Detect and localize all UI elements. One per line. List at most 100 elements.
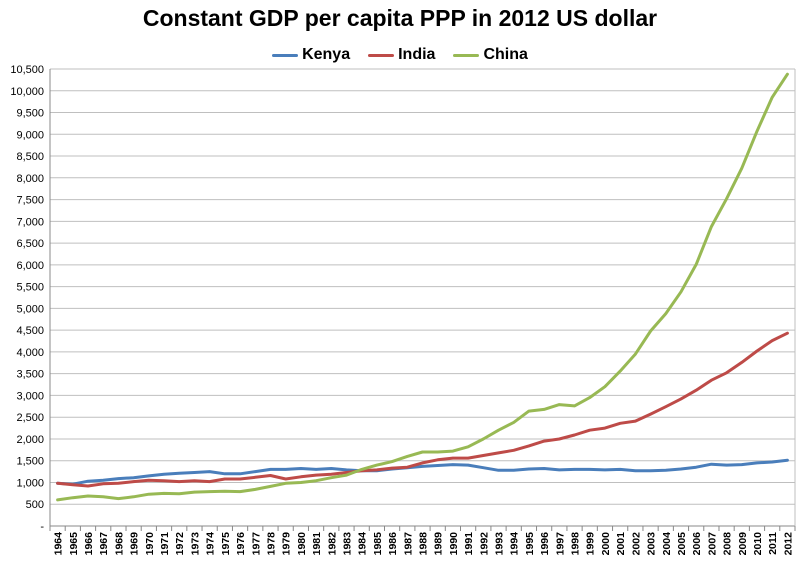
data-point-india <box>314 473 318 477</box>
x-tick-label: 2001 <box>615 532 627 556</box>
data-point-india <box>390 466 394 470</box>
x-tick-label: 1965 <box>68 532 80 556</box>
data-point-india <box>345 471 348 474</box>
x-tick-label: 1964 <box>53 532 65 556</box>
x-tick-label: 1994 <box>509 532 521 556</box>
legend-swatch <box>368 53 395 57</box>
data-point-kenya <box>284 468 287 471</box>
x-tick-label: 1976 <box>235 532 247 556</box>
x-tick-label: 2009 <box>737 532 749 556</box>
x-tick-label: 2010 <box>752 532 764 556</box>
y-tick-label: - <box>40 521 44 533</box>
data-point-china <box>542 408 546 411</box>
data-point-kenya <box>512 469 515 472</box>
data-point-india <box>284 477 287 481</box>
y-tick-label: 9,000 <box>16 129 44 141</box>
data-point-kenya <box>269 468 272 471</box>
x-tick-label: 1985 <box>372 532 384 556</box>
y-tick-label: 5,000 <box>16 303 44 315</box>
y-tick-label: 6,000 <box>16 260 44 272</box>
legend-label: China <box>483 46 528 63</box>
data-point-india <box>406 466 409 469</box>
data-point-kenya <box>117 477 120 480</box>
data-point-india <box>208 480 211 483</box>
data-point-kenya <box>694 466 698 469</box>
data-point-india <box>527 444 531 448</box>
data-point-kenya <box>725 463 728 467</box>
data-point-india <box>178 480 181 483</box>
data-point-china <box>132 495 135 499</box>
x-tick-label: 1997 <box>554 532 566 556</box>
data-point-kenya <box>102 479 105 482</box>
x-tick-label: 1999 <box>585 532 597 556</box>
data-point-china <box>56 498 59 502</box>
data-point-china <box>299 481 303 484</box>
x-tick-label: 1971 <box>159 532 171 556</box>
data-point-china <box>406 455 409 458</box>
data-point-china <box>238 490 242 493</box>
x-tick-label: 1981 <box>311 532 323 556</box>
x-tick-label: 1989 <box>433 532 445 556</box>
data-point-india <box>512 449 515 452</box>
data-point-kenya <box>162 473 166 476</box>
x-tick-label: 1995 <box>524 532 536 556</box>
x-tick-label: 1980 <box>296 532 308 556</box>
data-point-china <box>254 488 257 491</box>
data-point-india <box>603 426 607 430</box>
data-point-china <box>223 489 227 493</box>
y-tick-label: 2,500 <box>16 412 44 424</box>
legend-swatch <box>453 53 480 57</box>
data-point-china <box>497 429 500 432</box>
data-point-kenya <box>588 468 591 471</box>
y-tick-label: 10,000 <box>10 86 44 98</box>
data-point-kenya <box>527 467 531 471</box>
data-point-kenya <box>254 470 257 473</box>
data-point-india <box>299 475 303 479</box>
y-tick-label: 8,500 <box>16 151 44 163</box>
x-tick-label: 1984 <box>357 532 369 556</box>
data-point-india <box>558 437 561 441</box>
y-tick-label: 9,500 <box>16 108 44 120</box>
x-tick-label: 2008 <box>722 532 734 556</box>
legend: Kenya India China <box>0 44 800 66</box>
data-point-kenya <box>740 463 743 466</box>
data-point-china <box>558 403 561 406</box>
data-point-india <box>375 468 379 472</box>
data-point-china <box>451 449 455 453</box>
x-tick-label: 2004 <box>661 532 673 556</box>
data-point-kenya <box>238 472 242 475</box>
data-point-china <box>679 290 683 294</box>
data-point-india <box>71 483 75 486</box>
x-tick-label: 1998 <box>570 532 582 556</box>
data-point-india <box>451 456 455 460</box>
data-point-china <box>345 473 348 477</box>
x-tick-label: 1987 <box>402 532 414 556</box>
y-tick-label: 8,000 <box>16 173 44 185</box>
x-tick-label: 2012 <box>782 532 794 556</box>
data-point-kenya <box>542 467 546 470</box>
y-tick-label: 4,000 <box>16 347 44 359</box>
data-point-kenya <box>710 462 713 466</box>
data-point-india <box>254 476 257 479</box>
data-point-kenya <box>466 463 470 467</box>
data-point-india <box>466 456 470 460</box>
data-point-india <box>634 419 637 423</box>
data-point-india <box>755 349 759 353</box>
y-tick-label: 2,000 <box>16 434 44 446</box>
data-point-india <box>740 361 743 364</box>
legend-item-kenya: Kenya <box>272 46 350 64</box>
legend-swatch <box>272 53 299 57</box>
data-point-china <box>512 421 515 424</box>
y-tick-label: 3,500 <box>16 369 44 381</box>
data-point-india <box>223 477 227 481</box>
data-point-kenya <box>573 468 576 471</box>
data-point-kenya <box>314 468 318 471</box>
data-point-india <box>238 477 242 481</box>
x-tick-label: 1974 <box>205 532 217 556</box>
data-point-china <box>694 263 698 266</box>
data-point-india <box>725 371 728 374</box>
data-point-india <box>664 405 667 408</box>
data-point-india <box>618 422 622 425</box>
x-tick-label: 2005 <box>676 532 688 556</box>
data-point-china <box>740 167 743 170</box>
